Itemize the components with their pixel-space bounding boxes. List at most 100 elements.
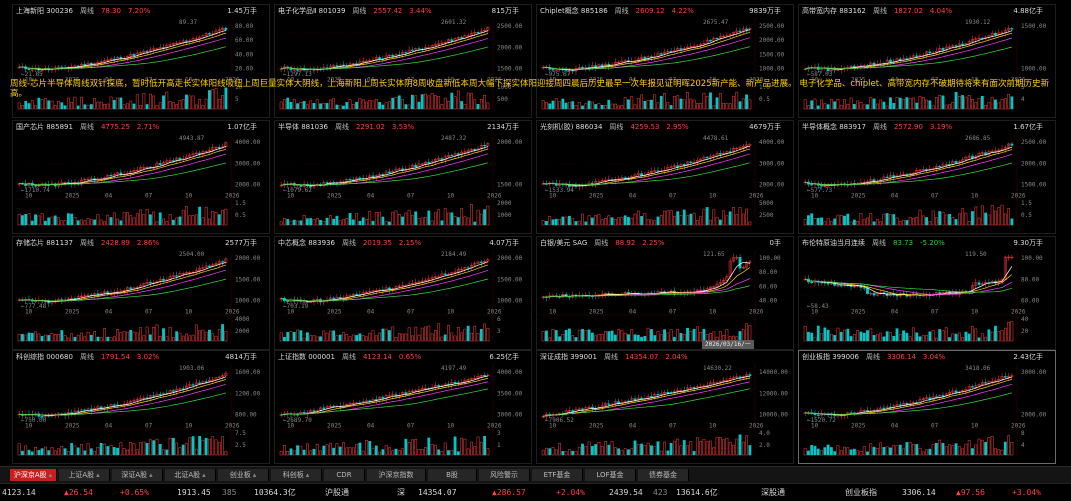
volume-bar xyxy=(93,219,97,226)
x-tick-label: 07 xyxy=(145,193,153,200)
volume-bar xyxy=(977,337,981,342)
candle xyxy=(1010,375,1014,377)
chart-panel[interactable]: 半导体概念 883917 周线 2572.90 3.19% 1.67亿手 2500.00 2… xyxy=(798,120,1056,234)
candle xyxy=(328,405,332,408)
chart-panel[interactable]: 创业板指 399006 周线 3306.14 3.04% 2.43亿手 3000.00 20… xyxy=(798,350,1056,464)
market-tab[interactable]: 沪深京指数 xyxy=(367,469,426,481)
high-marker: 1903.06 xyxy=(179,365,205,372)
volume-bar xyxy=(872,221,876,226)
chart-panel[interactable]: 光刻机(胶) 886034 周线 4259.53 2.95% 4679万手 4000.00… xyxy=(536,120,794,234)
chart-panel[interactable]: 国产芯片 885891 周线 4775.25 2.71% 1.07亿手 4000.00 30… xyxy=(12,120,270,234)
chart-panel[interactable]: 中芯概念 883936 周线 2019.35 2.15% 4.07万手 2000.00 15… xyxy=(274,236,532,350)
panel-price: 2572.90 xyxy=(893,123,923,131)
panel-price: 1827.02 xyxy=(893,7,923,15)
candle xyxy=(1000,148,1004,151)
volume-bar xyxy=(86,218,90,226)
panel-name: 半导体概念 883917 xyxy=(802,123,866,131)
volume-bar xyxy=(486,448,490,456)
volume-bar xyxy=(312,219,316,226)
market-tab[interactable]: B股 xyxy=(428,469,477,481)
chart-panel[interactable]: 存储芯片 881137 周线 2428.89 2.86% 2577万手 2000.00 15… xyxy=(12,236,270,350)
volume-bar xyxy=(682,209,686,226)
chart-panel[interactable]: 上证指数 000001 周线 4123.14 0.65% 6.25亿手 4000.00 35… xyxy=(274,350,532,464)
candle xyxy=(636,173,640,176)
volume-bar xyxy=(836,98,840,110)
volume-bar xyxy=(620,105,624,110)
candle xyxy=(224,27,228,31)
candle xyxy=(640,397,643,400)
market-tab[interactable]: CDR xyxy=(324,469,365,481)
chart-panel[interactable]: 白银/美元 SAG 周线 88.92 2.25% 0手 100.00 80.00 60.00 4… xyxy=(536,236,794,350)
candle xyxy=(826,67,830,72)
chart-panel[interactable]: 布伦特原油当月连续 周线 83.73 -5.20% 9.30万手 100.00 80.00 6… xyxy=(798,236,1056,350)
candle xyxy=(440,158,444,161)
panel-price: 2609.12 xyxy=(635,7,665,15)
chart-panel[interactable]: Chiplet概念 885186 周线 2609.12 4.22% 9839万手 2500… xyxy=(536,4,794,118)
market-tab[interactable]: 创业板 ▴ xyxy=(218,469,269,481)
volume-bar xyxy=(912,217,915,226)
volume-bar xyxy=(938,439,942,456)
chart-panel[interactable]: 电子化学品Ⅱ 801039 周线 2557.42 3.44% 815万手 2500.00 2… xyxy=(274,4,532,118)
sh-connect-label[interactable]: 沪股通 xyxy=(325,488,349,497)
chart-panel[interactable]: 高带宽内存 883162 周线 1827.02 4.04% 4.88亿手 1500.00 1… xyxy=(798,4,1056,118)
volume-bar xyxy=(679,333,683,342)
y-tick-label: 2000.00 xyxy=(759,182,785,189)
panel-change: -5.20% xyxy=(920,239,945,247)
chart-panel[interactable]: 上海新阳 300236 周线 78.30 7.20% 1.45万手 80.00 60.00 4… xyxy=(12,4,270,118)
volume-bar xyxy=(96,447,100,456)
volume-bar xyxy=(162,218,165,226)
chart-panel[interactable]: 科创综指 000680 周线 1791.54 3.02% 4814万手 1600.00 12… xyxy=(12,350,270,464)
candle xyxy=(597,64,601,68)
market-tab[interactable]: ETF基金 xyxy=(532,469,583,481)
candle xyxy=(748,28,752,30)
low-marker: ←21.85 xyxy=(21,71,43,78)
market-tab[interactable]: 北证A股 ▴ xyxy=(165,469,216,481)
market-tab-bar: 沪深京A股 ▴ 上证A股 ▴ 深证A股 ▴ 北证A股 ▴ 创业板 ▴ 科创板 ▴ CDR 沪深京指数 B股风… xyxy=(0,466,1071,483)
volume-bar xyxy=(558,218,561,226)
market-tab[interactable]: 科创板 ▴ xyxy=(271,469,322,481)
volume-bar xyxy=(155,221,159,226)
sz-amount: 2439.54 xyxy=(609,488,643,497)
volume-bar xyxy=(139,105,142,110)
volume-bar xyxy=(895,217,899,226)
market-tab[interactable]: 深证A股 ▴ xyxy=(112,469,163,481)
volume-bar xyxy=(895,97,899,110)
volume-bar xyxy=(142,441,146,456)
chart-panel[interactable]: 深证成指 399001 周线 14354.07 2.04% 14000.00 12000.… xyxy=(536,350,794,464)
chart-panel[interactable]: 半导体 881036 周线 2291.02 3.53% 2134万手 2000.00 150… xyxy=(274,120,532,234)
volume-bar xyxy=(24,100,28,110)
market-tab[interactable]: 风险警示 xyxy=(479,469,530,481)
sz-connect-label[interactable]: 深股通 xyxy=(761,488,785,497)
panel-header: 国产芯片 885891 周线 4775.25 2.71% 1.07亿手 xyxy=(16,122,267,133)
volume-bar xyxy=(564,216,568,226)
x-tick-label: 10 xyxy=(549,77,557,84)
panel-change: 3.19% xyxy=(929,123,953,131)
volume-bar xyxy=(745,94,748,110)
volume-bar xyxy=(826,329,830,342)
volume-bar xyxy=(610,103,614,110)
market-tab[interactable]: LOF基金 xyxy=(585,469,636,481)
market-tab[interactable]: 债券基金 xyxy=(638,469,689,481)
candle xyxy=(73,410,77,414)
market-tab[interactable]: 沪深京A股 ▴ xyxy=(10,469,57,481)
candle xyxy=(198,382,202,384)
candle xyxy=(135,398,139,401)
market-tab[interactable]: 上证A股 ▴ xyxy=(59,469,110,481)
volume-bar xyxy=(600,104,604,110)
